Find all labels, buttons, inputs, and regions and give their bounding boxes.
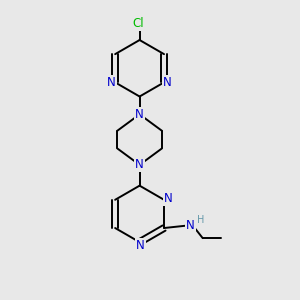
Text: N: N [135,158,144,171]
Text: N: N [135,108,144,121]
Text: N: N [136,239,145,252]
Text: N: N [107,76,116,89]
Text: N: N [164,192,172,205]
Text: H: H [197,215,204,225]
Text: Cl: Cl [132,17,144,30]
Text: N: N [163,76,172,89]
Text: N: N [186,219,195,232]
